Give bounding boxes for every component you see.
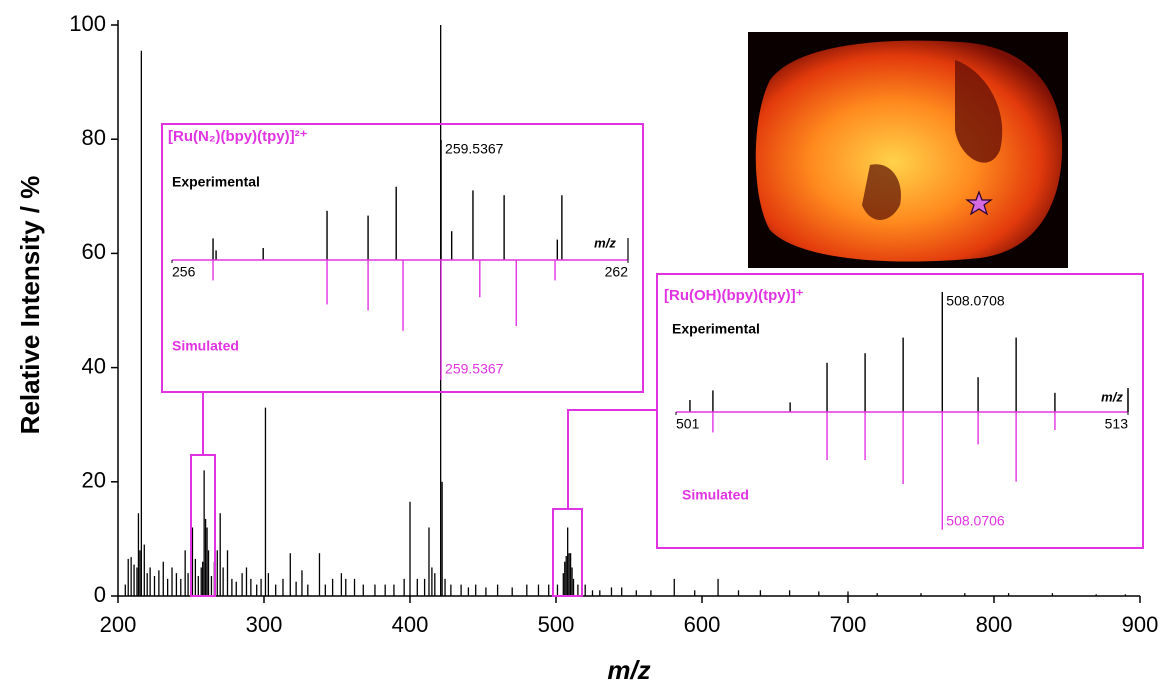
connector [568, 410, 657, 509]
chart: 200 300 400 500 600 700 800 900 0 20 40 60 80 100 m/z R… [0, 0, 1168, 691]
series-label: Experimental [172, 174, 260, 190]
y-tick-label: 40 [82, 353, 106, 378]
x-tick-label: 200 [100, 612, 137, 637]
series-label: Experimental [672, 321, 760, 337]
inset-frame [657, 274, 1143, 548]
peak-label: 508.0708 [946, 293, 1005, 309]
inset-x-label: m/z [1101, 389, 1123, 404]
x-tick-label: 400 [392, 612, 429, 637]
x-tick-label: 500 [538, 612, 575, 637]
x-axis-title: m/z [607, 655, 650, 685]
inset-title: [Ru(OH)(bpy)(tpy)]⁺ [664, 287, 804, 304]
inset-title: [Ru(N₂)(bpy)(tpy)]²⁺ [168, 128, 308, 145]
x-tick-label: 900 [1122, 612, 1159, 637]
y-tick-label: 20 [82, 468, 106, 493]
y-tick-label: 60 [82, 239, 106, 264]
peak-label: 259.5367 [445, 361, 504, 377]
peak-label: 259.5367 [445, 141, 504, 157]
x-tick-label: 256 [172, 264, 196, 280]
x-tick-label: 513 [1105, 416, 1129, 432]
peak-label: 508.0706 [946, 513, 1005, 529]
y-tick-label: 80 [82, 125, 106, 150]
x-tick-label: 800 [976, 612, 1013, 637]
y-axis-title: Relative Intensity / % [15, 176, 45, 435]
y-tick-label: 0 [94, 582, 106, 607]
x-tick-label: 700 [830, 612, 867, 637]
series-label: Simulated [682, 487, 749, 503]
x-tick-label: 262 [605, 264, 629, 280]
tissue-image [748, 32, 1068, 268]
series-label: Simulated [172, 338, 239, 354]
y-tick-label: 100 [69, 11, 106, 36]
inset-x-label: m/z [594, 235, 616, 250]
x-tick-label: 300 [246, 612, 283, 637]
x-tick-label: 600 [684, 612, 721, 637]
x-tick-label: 501 [676, 416, 700, 432]
